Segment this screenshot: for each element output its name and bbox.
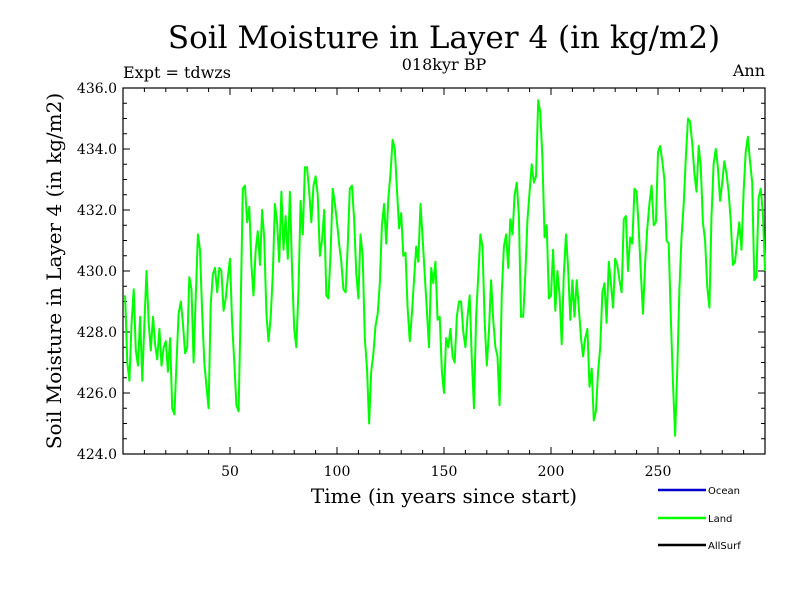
y-tick-label: 430.0 <box>77 264 117 280</box>
x-axis-label: Time (in years since start) <box>311 484 577 508</box>
legend-label-allsurf: AllSurf <box>708 541 741 552</box>
chart-title: Soil Moisture in Layer 4 (in kg/m2) <box>168 20 720 56</box>
x-tick-label: 150 <box>431 464 458 480</box>
y-tick-label: 428.0 <box>77 325 117 341</box>
x-tick-label: 50 <box>221 464 239 480</box>
y-tick-label: 426.0 <box>77 386 117 402</box>
period-label: Ann <box>732 61 765 80</box>
x-tick-label: 250 <box>645 464 672 480</box>
y-tick-label: 432.0 <box>77 203 117 219</box>
expt-label: Expt = tdwzs <box>123 63 231 82</box>
y-tick-label: 424.0 <box>77 447 117 463</box>
legend-label-land: Land <box>708 514 732 525</box>
y-axis-label: Soil Moisture in Layer 4 (in kg/m2) <box>42 93 66 449</box>
y-tick-label: 434.0 <box>77 142 117 158</box>
chart-subtitle: 018kyr BP <box>402 55 487 74</box>
legend: Ocean Land AllSurf <box>658 486 741 552</box>
y-tick-label: 436.0 <box>77 81 117 97</box>
x-tick-label: 200 <box>538 464 565 480</box>
series-layer <box>124 99 766 437</box>
legend-label-ocean: Ocean <box>708 486 740 497</box>
x-tick-label: 100 <box>324 464 351 480</box>
series-line-land <box>124 99 766 437</box>
